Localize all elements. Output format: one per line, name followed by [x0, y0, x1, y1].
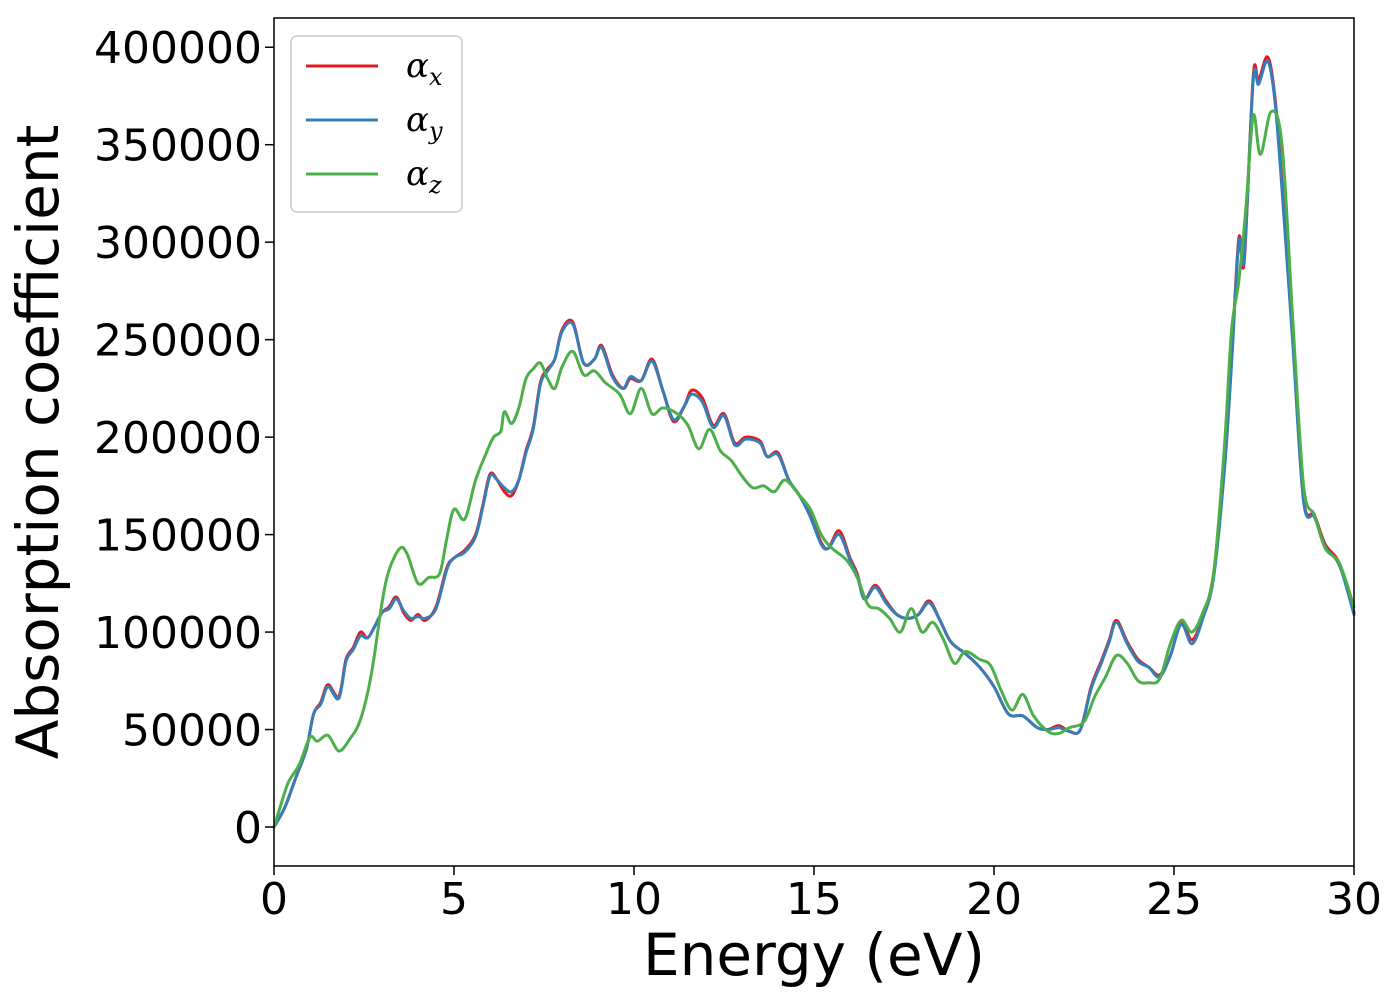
y-tick-label: 100000 — [94, 608, 262, 659]
series-line-y — [272, 59, 1356, 829]
legend-box — [290, 35, 463, 213]
x-axis-title: Energy (eV) — [643, 921, 985, 989]
series-layer — [272, 55, 1356, 829]
legend-subscript-y: y — [428, 117, 443, 145]
y-axis: 0 50000 100000 150000 200000 250000 300000 3500… — [94, 23, 274, 854]
y-tick-label: 50000 — [122, 706, 262, 757]
y-tick-label: 300000 — [94, 218, 262, 269]
series-line-z — [272, 109, 1356, 829]
x-axis: 0 5 10 15 20 25 30 — [260, 866, 1382, 925]
y-axis-title: Absorption coefficient — [4, 125, 72, 760]
x-tick-label: 10 — [606, 874, 662, 925]
legend-subscript-z: z — [428, 171, 442, 199]
x-tick-label: 25 — [1146, 874, 1202, 925]
x-tick-label: 30 — [1326, 874, 1382, 925]
y-tick-label: 150000 — [94, 511, 262, 562]
x-tick-label: 5 — [440, 874, 468, 925]
y-tick-label: 200000 — [94, 413, 262, 464]
y-tick-label: 350000 — [94, 121, 262, 172]
x-tick-label: 0 — [260, 874, 288, 925]
x-tick-label: 15 — [786, 874, 842, 925]
y-tick-label: 0 — [234, 803, 262, 854]
legend-entry-y: αy — [406, 100, 443, 145]
y-tick-label: 400000 — [94, 23, 262, 74]
legend-subscript-x: x — [429, 63, 443, 91]
y-tick-label: 250000 — [94, 316, 262, 367]
x-tick-label: 20 — [966, 874, 1022, 925]
